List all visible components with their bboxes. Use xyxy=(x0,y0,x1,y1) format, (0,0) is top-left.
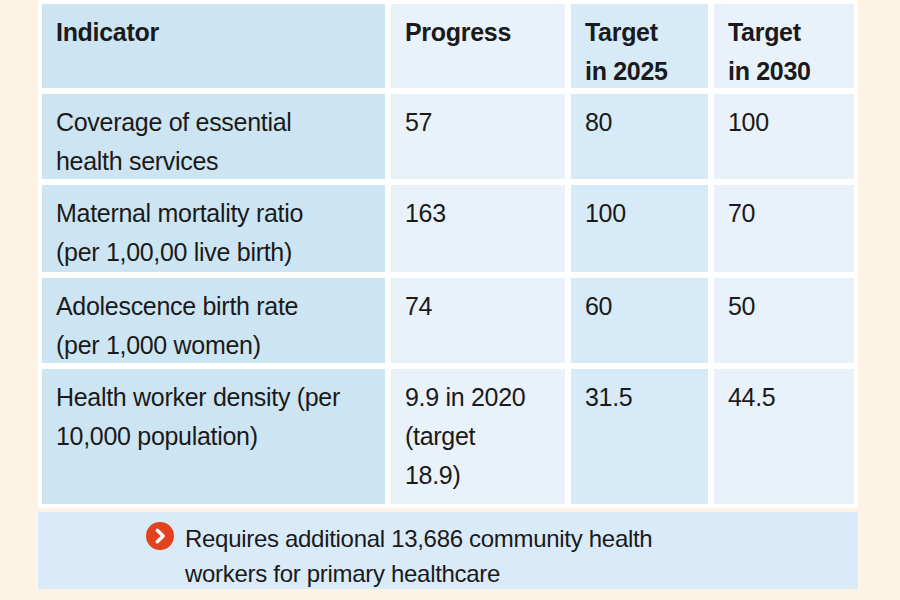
cell-indicator: Coverage of essential health services xyxy=(42,94,385,179)
cell-target-2030: 44.5 xyxy=(714,369,854,504)
cell-indicator: Adolescence birth rate (per 1,000 women) xyxy=(42,278,385,363)
header-target-2030: Target in 2030 xyxy=(714,4,854,88)
footnote-panel: Requires additional 13,686 community hea… xyxy=(38,512,858,589)
cell-target-2025: 60 xyxy=(571,278,708,363)
cell-indicator: Maternal mortality ratio (per 1,00,00 li… xyxy=(42,185,385,272)
cell-progress: 57 xyxy=(391,94,565,179)
cell-progress-text: 9.9 in 2020 (target 18.9) xyxy=(405,378,531,495)
cell-progress: 9.9 in 2020 (target 18.9) xyxy=(391,369,565,504)
indicators-table: Indicator Progress Target in 2025 Target… xyxy=(38,0,858,508)
arrow-right-circle-icon xyxy=(146,522,174,550)
cell-target-2025: 31.5 xyxy=(571,369,708,504)
header-progress: Progress xyxy=(391,4,565,88)
header-target-2025: Target in 2025 xyxy=(571,4,708,88)
cell-target-2025: 100 xyxy=(571,185,708,272)
cell-target-2030: 100 xyxy=(714,94,854,179)
cell-target-2030: 70 xyxy=(714,185,854,272)
header-indicator: Indicator xyxy=(42,4,385,88)
cell-progress: 163 xyxy=(391,185,565,272)
cell-progress: 74 xyxy=(391,278,565,363)
cell-target-2030: 50 xyxy=(714,278,854,363)
cell-indicator: Health worker density (per 10,000 popula… xyxy=(42,369,385,504)
health-indicators-infographic: Indicator Progress Target in 2025 Target… xyxy=(0,0,900,600)
cell-target-2025: 80 xyxy=(571,94,708,179)
footnote-text: Requires additional 13,686 community hea… xyxy=(185,521,685,591)
